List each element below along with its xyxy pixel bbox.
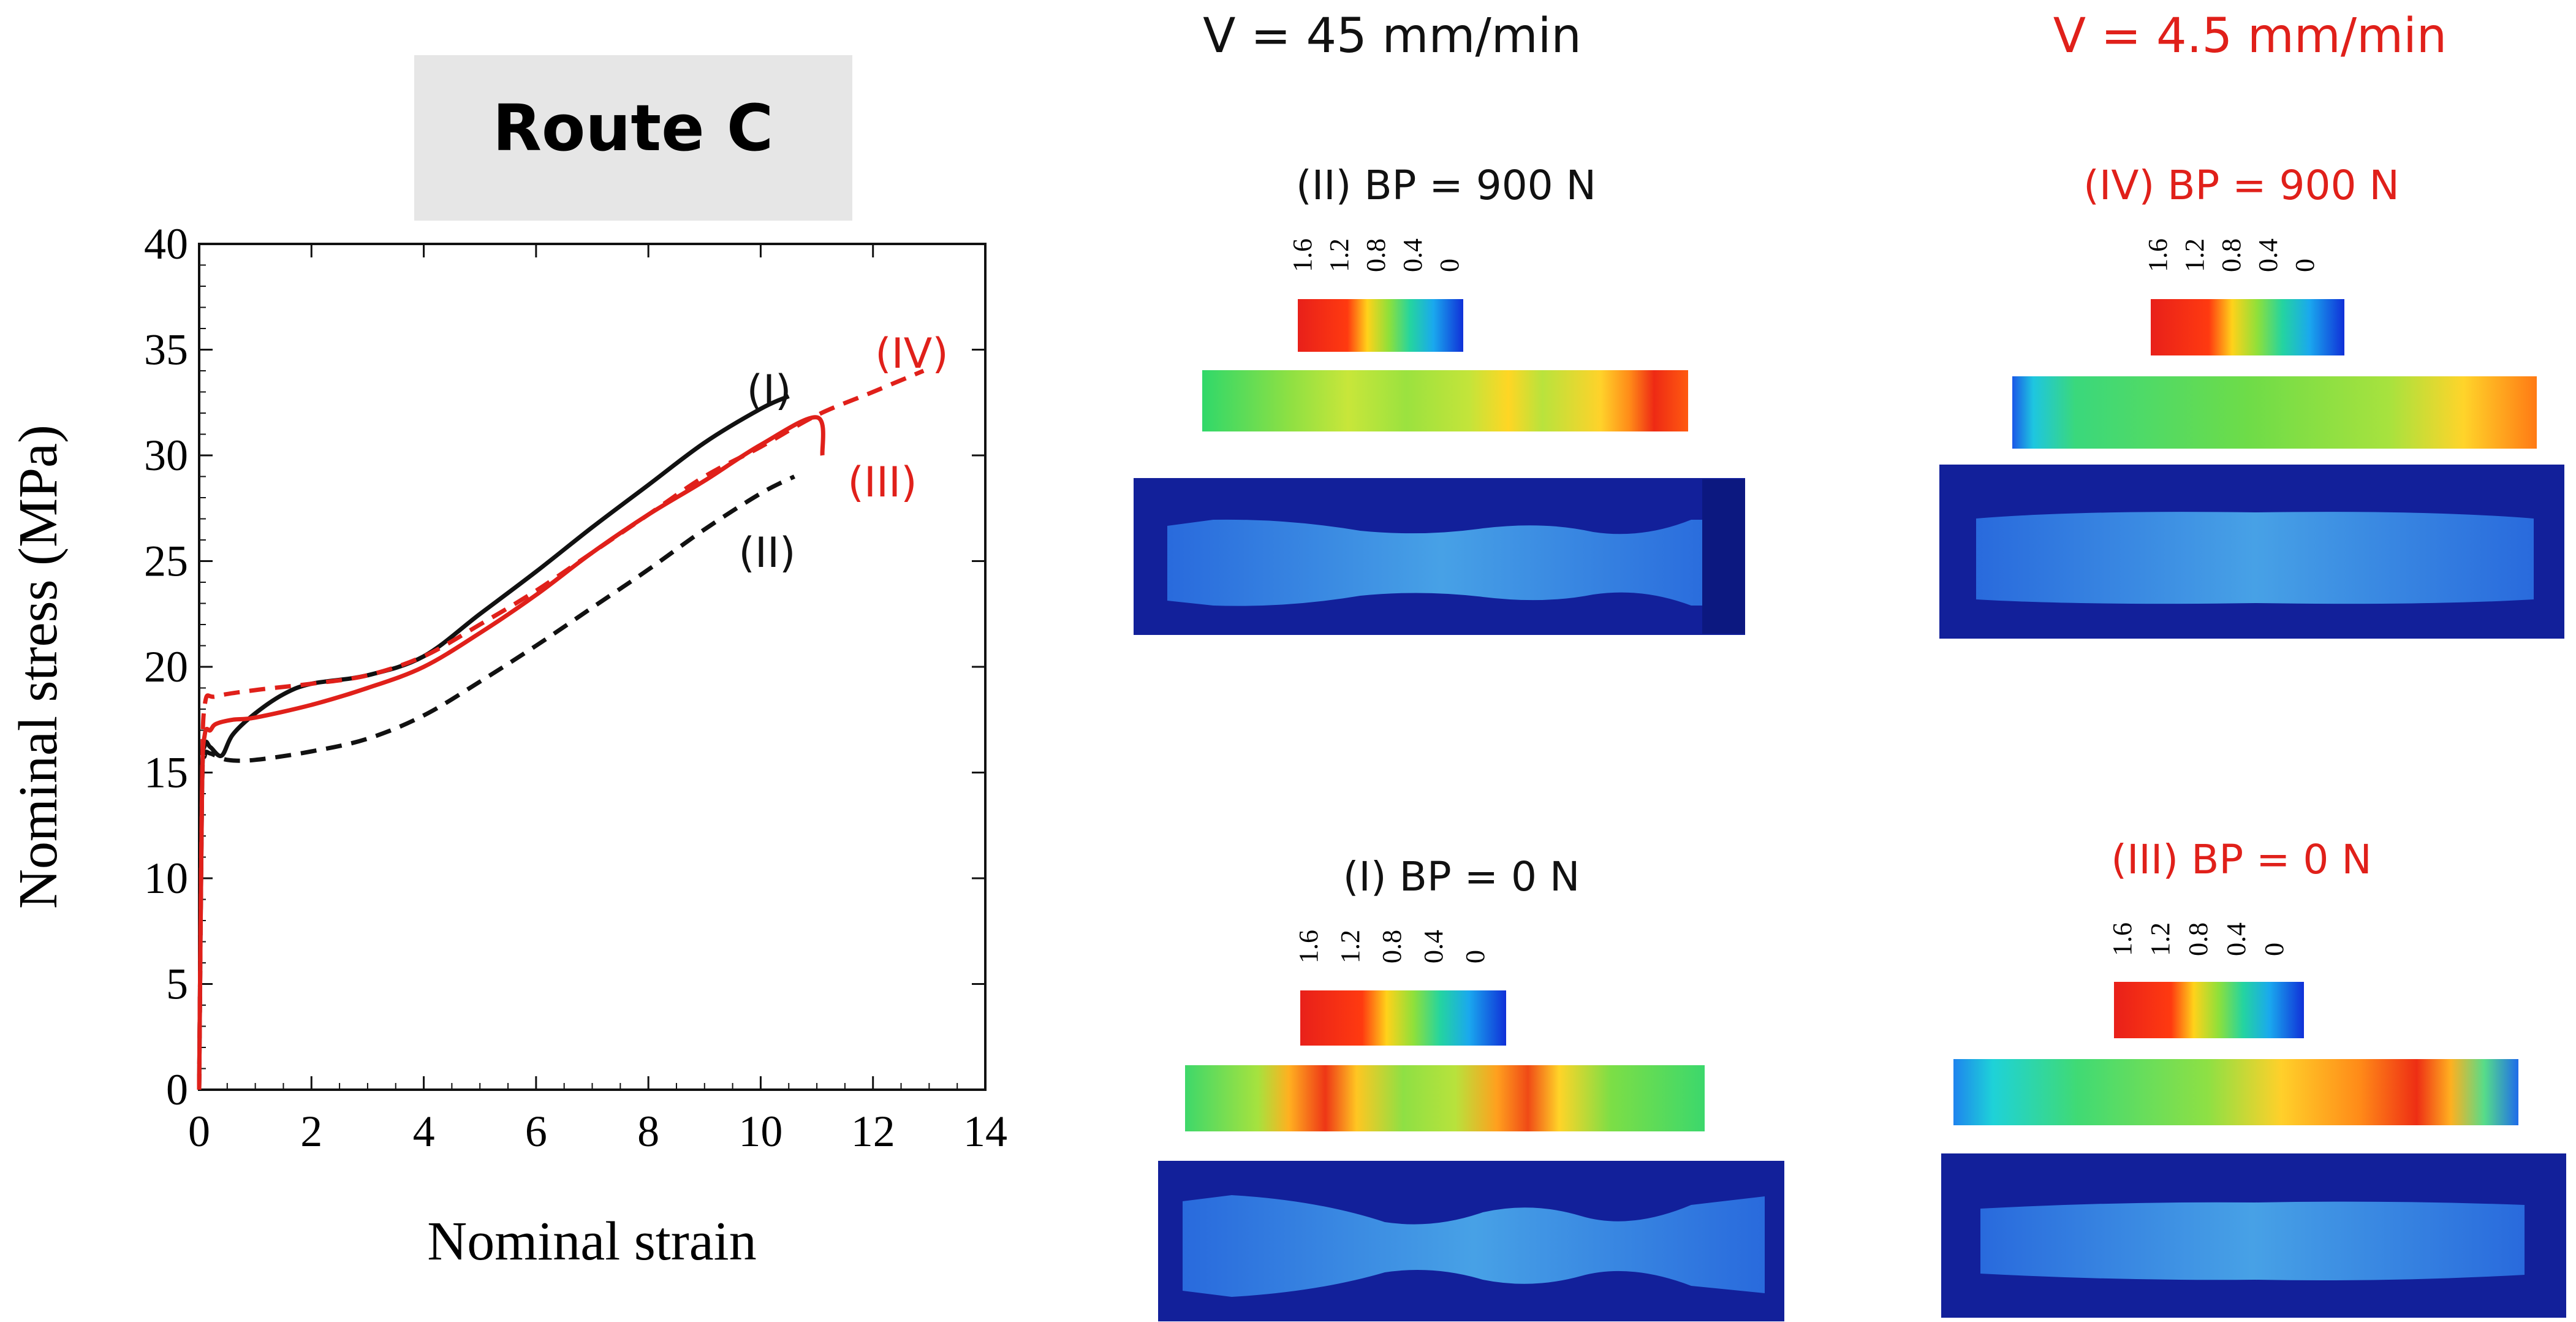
panel-II-colorbar-ticks: 1.6 1.2 0.8 0.4 0	[1287, 238, 1464, 272]
series-line-III	[197, 415, 825, 1090]
y-tick-label: 40	[144, 219, 188, 268]
header-v4-5: V = 4.5 mm/min	[2053, 9, 2447, 64]
label-I: (I)	[746, 367, 791, 415]
plot-frame	[198, 243, 987, 1091]
series-line-II	[197, 474, 795, 1090]
x-tick-label: 4	[413, 1107, 435, 1156]
y-axis: 0 5 10 15 20 25 30 35 40	[144, 219, 985, 1114]
panel-III-colorbar-ticks: 1.6 1.2 0.8 0.4 0	[2107, 922, 2289, 956]
x-tick-label: 10	[738, 1107, 782, 1156]
panel-I: (I) BP = 0 N 1.6 1.2 0.8 0.4 0	[1158, 853, 1784, 1321]
y-tick-label: 35	[144, 325, 188, 374]
x-tick-label: 12	[851, 1107, 895, 1156]
colorbar-tick: 1.2	[1335, 930, 1365, 963]
label-II: (II)	[738, 529, 795, 577]
x-tick-label: 14	[963, 1107, 1007, 1156]
colorbar-tick: 1.6	[1294, 930, 1324, 963]
colorbar-tick: 1.2	[1324, 238, 1354, 272]
panel-IV-title: (IV) BP = 900 N	[2083, 162, 2400, 209]
stress-strain-chart: 0 5 10 15 20 25 30 35 40 0 2 4 6 8 10 12 14 Nominal str…	[8, 219, 1007, 1272]
x-axis-title: Nominal strain	[427, 1211, 756, 1272]
panel-I-strain-field	[1185, 1065, 1705, 1131]
panel-IV: (IV) BP = 900 N 1.6 1.2 0.8 0.4 0	[1939, 162, 2564, 639]
colorbar-tick: 0.4	[2253, 238, 2283, 272]
colorbar-tick: 0.8	[2216, 238, 2246, 272]
colorbar-tick: 0.8	[1361, 238, 1391, 272]
panel-II-title: (II) BP = 900 N	[1296, 162, 1596, 209]
colorbar-tick: 1.2	[2145, 922, 2175, 956]
y-tick-label: 10	[144, 854, 188, 903]
colorbar-tick: 0	[1460, 950, 1490, 963]
panel-I-colorbar	[1300, 990, 1506, 1046]
panel-IV-gauge	[1976, 512, 2534, 604]
y-tick-label: 20	[144, 642, 188, 691]
panel-IV-strain-field	[2012, 376, 2537, 449]
colorbar-tick: 0	[2259, 943, 2289, 956]
panel-III-strain-field	[1953, 1059, 2518, 1125]
y-tick-label: 25	[144, 537, 188, 586]
x-tick-label: 8	[637, 1107, 659, 1156]
colorbar-tick: 0	[1434, 259, 1464, 272]
panel-II-grip	[1702, 479, 1745, 634]
y-tick-label: 30	[144, 431, 188, 480]
panel-III: (III) BP = 0 N 1.6 1.2 0.8 0.4 0	[1941, 836, 2566, 1318]
panel-IV-colorbar	[2151, 299, 2344, 355]
panel-II-gauge	[1167, 519, 1716, 606]
panel-I-gauge	[1183, 1195, 1765, 1297]
colorbar-tick: 0.4	[2221, 922, 2251, 956]
colorbar-tick: 0.4	[1419, 930, 1449, 963]
series-line-I	[197, 394, 790, 1090]
series-layer	[197, 368, 925, 1090]
y-tick-label: 15	[144, 748, 188, 797]
colorbar-tick: 0.8	[1377, 930, 1407, 963]
label-IV: (IV)	[875, 330, 949, 378]
colorbar-tick: 0.8	[2183, 922, 2213, 956]
x-tick-label: 6	[525, 1107, 547, 1156]
panel-III-colorbar	[2114, 982, 2304, 1038]
panel-II-strain-field	[1202, 370, 1688, 431]
x-tick-label: 0	[188, 1107, 210, 1156]
colorbar-tick: 1.2	[2180, 238, 2210, 272]
y-axis-title: Nominal stress (MPa)	[8, 425, 69, 909]
panel-II-colorbar	[1298, 299, 1463, 352]
route-label-box	[414, 55, 852, 221]
route-label: Route C	[493, 91, 773, 165]
colorbar-tick: 1.6	[2143, 238, 2173, 272]
panel-I-colorbar-ticks: 1.6 1.2 0.8 0.4 0	[1294, 930, 1490, 963]
y-tick-label: 0	[166, 1065, 188, 1114]
panel-III-title: (III) BP = 0 N	[2111, 836, 2372, 883]
panel-IV-colorbar-ticks: 1.6 1.2 0.8 0.4 0	[2143, 238, 2320, 272]
header-v45: V = 45 mm/min	[1203, 9, 1582, 64]
x-axis: 0 2 4 6 8 10 12 14	[188, 244, 1007, 1156]
panel-II: (II) BP = 900 N 1.6 1.2 0.8 0.4 0	[1134, 162, 1745, 635]
x-tick-label: 2	[300, 1107, 322, 1156]
colorbar-tick: 0	[2290, 259, 2320, 272]
series-line-IV	[197, 368, 925, 1090]
label-III: (III)	[847, 458, 917, 507]
panel-I-title: (I) BP = 0 N	[1343, 853, 1580, 900]
colorbar-tick: 0.4	[1398, 238, 1428, 272]
y-tick-label: 5	[166, 960, 188, 1009]
colorbar-tick: 1.6	[1287, 238, 1317, 272]
colorbar-tick: 1.6	[2107, 922, 2137, 956]
panel-III-gauge	[1980, 1201, 2525, 1280]
